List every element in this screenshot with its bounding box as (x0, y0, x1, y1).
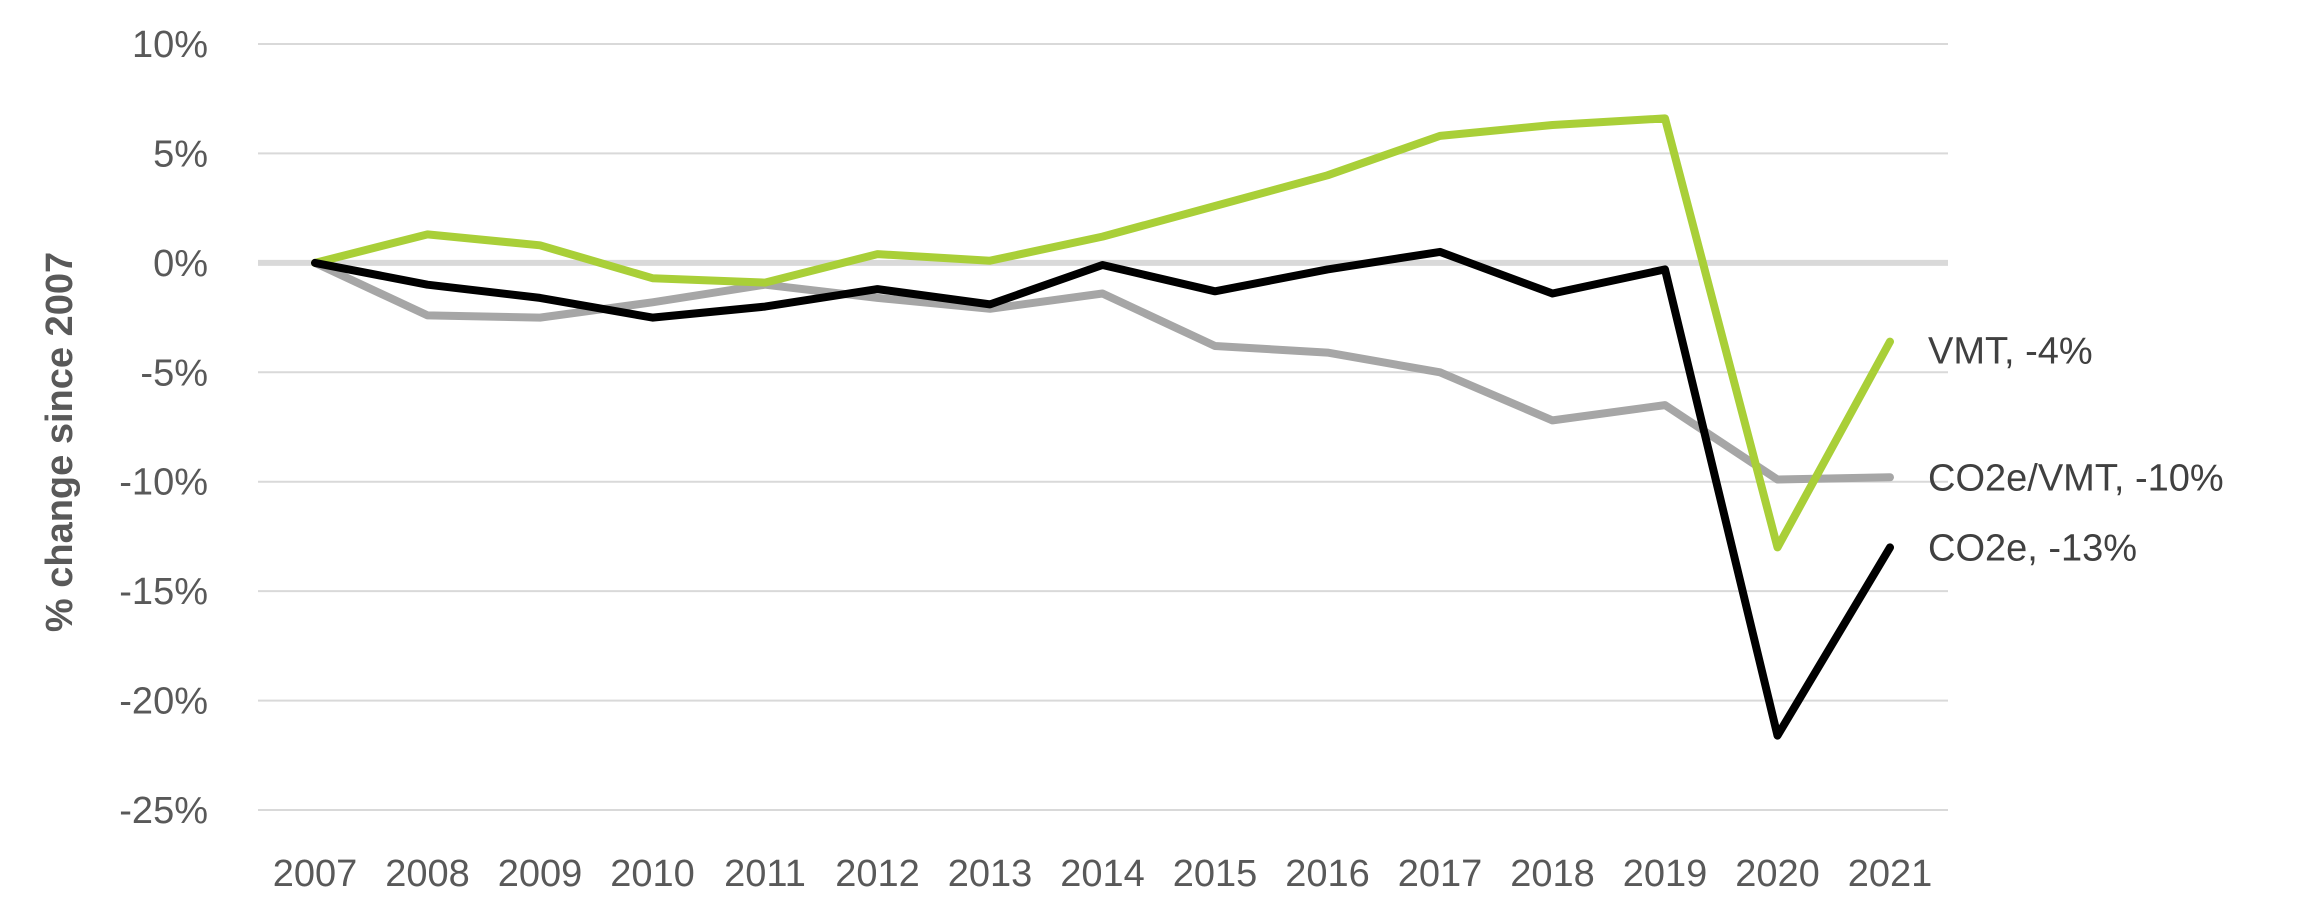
y-tick-label: -15% (119, 571, 208, 613)
y-tick-label: -5% (140, 352, 208, 394)
y-tick-label: 10% (132, 24, 208, 66)
x-tick-label: 2008 (385, 853, 470, 895)
x-tick-label: 2019 (1623, 853, 1708, 895)
y-tick-label: -10% (119, 462, 208, 504)
series-line-co2e-vmt (311, 258, 1894, 484)
x-tick-label: 2020 (1735, 853, 1820, 895)
series-label-co2e: CO2e, -13% (1928, 527, 2137, 569)
x-tick-label: 2013 (948, 853, 1033, 895)
x-tick-label: 2009 (498, 853, 583, 895)
series-line-vmt (311, 114, 1894, 552)
series-label-vmt: VMT, -4% (1928, 330, 2093, 372)
x-tick-label: 2017 (1398, 853, 1483, 895)
x-tick-label: 2018 (1510, 853, 1595, 895)
x-tick-label: 2010 (610, 853, 695, 895)
x-tick-label: 2021 (1848, 853, 1933, 895)
y-axis-label: % change since 2007 (39, 252, 81, 632)
y-tick-label: -20% (119, 681, 208, 723)
y-tick-label: -25% (119, 790, 208, 832)
series-lines (311, 114, 1894, 740)
x-tick-label: 2007 (273, 853, 358, 895)
series-label-co2e-vmt: CO2e/VMT, -10% (1928, 457, 2224, 499)
x-axis-ticks: 2007 2008 2009 2010 2011 2012 2013 2014 2015 2016… (273, 853, 1933, 895)
x-tick-label: 2011 (724, 853, 806, 895)
x-tick-label: 2015 (1173, 853, 1258, 895)
x-tick-label: 2014 (1060, 853, 1145, 895)
x-tick-label: 2012 (835, 853, 920, 895)
y-tick-label: 5% (153, 133, 208, 175)
series-line-co2e (311, 247, 1894, 740)
y-axis-ticks: 10% 5% 0% -5% -10% -15% -20% -25% (119, 24, 208, 832)
y-tick-label: 0% (153, 243, 208, 285)
series-labels: CO2e/VMT, -10% VMT, -4% CO2e, -13% (1928, 330, 2224, 569)
x-tick-label: 2016 (1285, 853, 1370, 895)
